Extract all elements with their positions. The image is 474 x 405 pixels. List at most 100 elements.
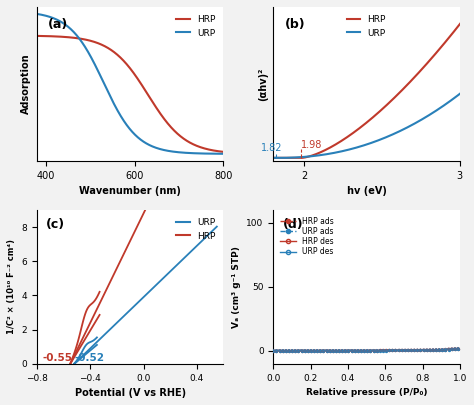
Point [273, 347, 280, 354]
Point [310, 347, 318, 354]
Point [429, 347, 437, 353]
Point [429, 347, 437, 353]
Point [326, 347, 334, 354]
Point [417, 347, 424, 354]
Point [401, 347, 409, 354]
Point [317, 347, 324, 354]
Point [323, 347, 330, 354]
Point [351, 347, 358, 354]
Point [285, 347, 293, 354]
Point [423, 347, 430, 353]
Point [288, 347, 296, 354]
Point [438, 347, 446, 353]
Point [279, 347, 286, 354]
Point [279, 347, 286, 354]
Point [313, 347, 321, 354]
Point [345, 347, 352, 354]
Point [420, 347, 428, 354]
Point [364, 347, 371, 354]
Point [345, 347, 352, 354]
Point [448, 346, 456, 352]
Point [298, 347, 305, 354]
Point [298, 347, 305, 354]
Point [426, 347, 434, 353]
Point [335, 347, 343, 354]
Point [282, 347, 290, 354]
Point [360, 347, 368, 354]
Point [438, 346, 446, 353]
Point [354, 347, 362, 354]
Point [407, 347, 415, 354]
Point [426, 347, 434, 353]
Point [364, 347, 371, 354]
Point [273, 347, 280, 354]
Point [273, 347, 280, 354]
Point [423, 347, 430, 354]
Legend: HRP, URP: HRP, URP [173, 11, 219, 41]
Point [329, 347, 337, 354]
Point [376, 347, 383, 354]
Point [392, 347, 399, 354]
Point [332, 347, 340, 354]
Point [282, 347, 290, 354]
Point [307, 347, 315, 354]
Point [401, 347, 409, 354]
Point [276, 347, 283, 354]
Point [326, 347, 334, 354]
Point [392, 347, 399, 354]
Point [392, 347, 399, 354]
Text: 1.82: 1.82 [261, 143, 283, 153]
Point [385, 347, 393, 354]
Point [310, 347, 318, 354]
Point [389, 347, 396, 354]
Point [382, 347, 390, 354]
Point [407, 347, 415, 354]
Legend: URP, HRP: URP, HRP [173, 215, 219, 244]
Point [426, 347, 434, 353]
Point [301, 347, 309, 354]
Point [379, 347, 387, 354]
Point [307, 347, 315, 354]
Point [382, 347, 390, 354]
Point [276, 347, 283, 354]
Point [398, 347, 405, 354]
Point [451, 345, 459, 352]
Point [345, 347, 352, 354]
Point [385, 347, 393, 354]
Point [270, 347, 277, 354]
Point [364, 347, 371, 354]
Point [373, 347, 381, 354]
Point [295, 347, 302, 354]
Point [326, 347, 334, 354]
Point [410, 347, 418, 354]
Point [432, 347, 440, 353]
Point [454, 345, 462, 352]
Point [338, 347, 346, 354]
Point [295, 347, 302, 354]
Point [426, 347, 434, 353]
Point [364, 347, 371, 354]
Point [301, 347, 309, 354]
X-axis label: Potential (V vs RHE): Potential (V vs RHE) [75, 388, 186, 398]
Point [436, 347, 443, 353]
Point [304, 347, 311, 354]
Point [436, 347, 443, 353]
Point [385, 347, 393, 354]
Point [445, 346, 452, 352]
Point [370, 347, 377, 354]
Point [370, 347, 377, 354]
Point [417, 347, 424, 354]
Y-axis label: 1/C² × (10¹⁰ F⁻² cm⁴): 1/C² × (10¹⁰ F⁻² cm⁴) [7, 239, 16, 335]
Point [360, 347, 368, 354]
Point [354, 347, 362, 354]
Text: (c): (c) [46, 217, 65, 230]
Point [357, 347, 365, 354]
Point [382, 347, 390, 354]
Point [410, 347, 418, 354]
Point [285, 347, 293, 354]
Point [351, 347, 358, 354]
Point [389, 347, 396, 354]
Point [398, 347, 405, 354]
Point [292, 347, 299, 354]
Point [436, 347, 443, 353]
